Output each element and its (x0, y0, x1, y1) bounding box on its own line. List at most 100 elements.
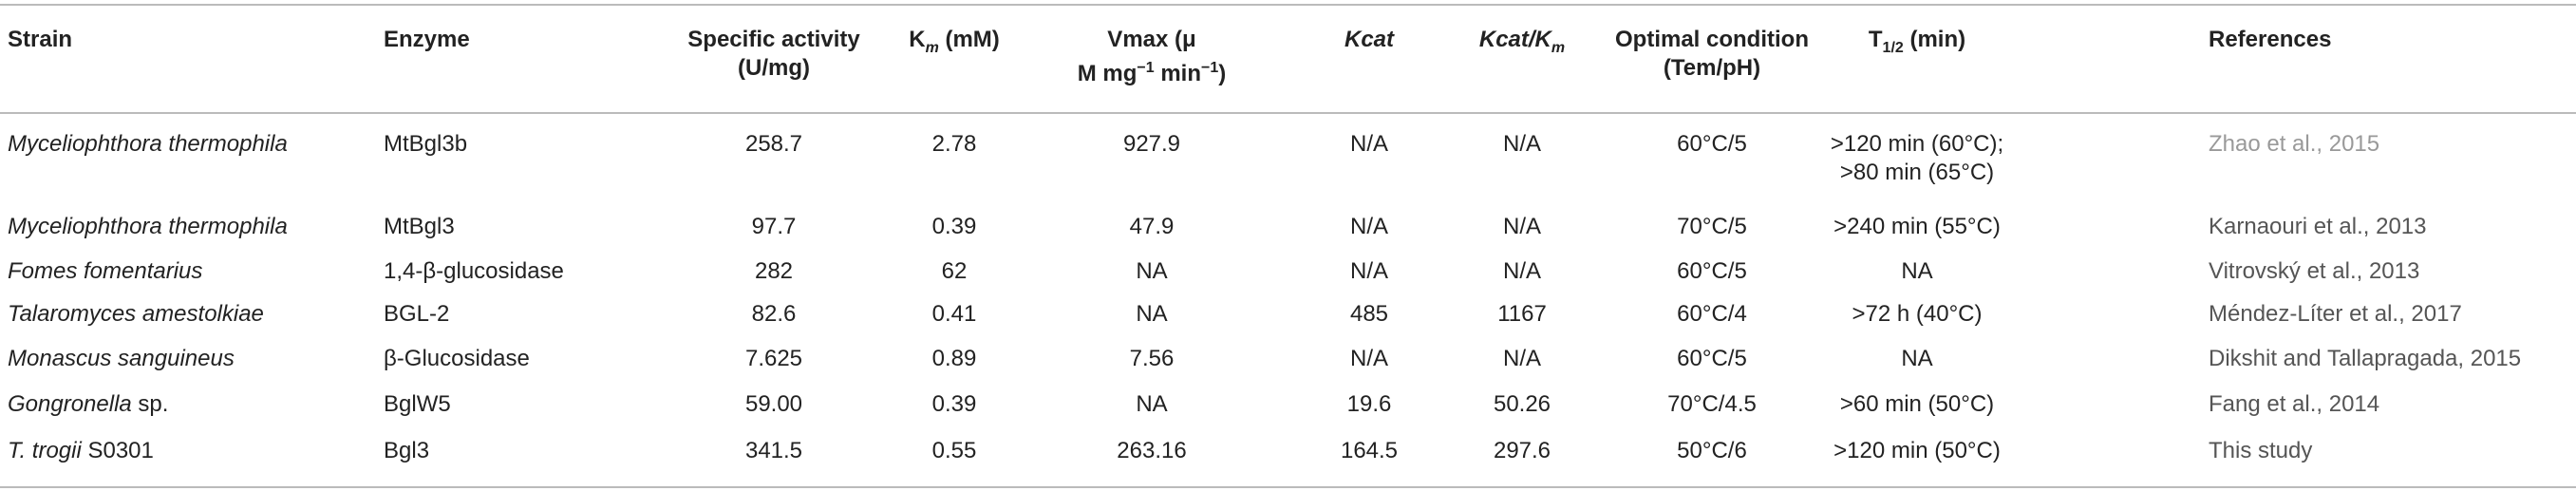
vmax-cell: 263.16 (1117, 438, 1187, 463)
header-cell: Km (mM) (909, 26, 1000, 63)
km-cell: 0.41 (931, 301, 977, 327)
header-cell: References (2209, 26, 2331, 54)
header-text: Specific activity (687, 27, 860, 52)
half-life-text: >120 min (50°C) (1833, 438, 2001, 463)
vmax-cell: 7.56 (1129, 346, 1175, 371)
strain-cell: Monascus sanguineus (8, 345, 235, 373)
strain-text: Fomes fomentarius (8, 258, 203, 284)
specific-activity-cell: 59.00 (744, 391, 803, 417)
header-text: −1 (1201, 60, 1219, 76)
strain-text: Talaromyces amestolkiae (8, 301, 264, 327)
specific-activity-cell: 258.7 (744, 131, 803, 157)
half-life-text: >120 min (60°C); (1830, 131, 2004, 157)
vmax-cell: 927.9 (1122, 131, 1181, 157)
kcat-km-cell: 1167 (1497, 301, 1547, 327)
half-life-cell: >60 min (50°C) (1840, 390, 1994, 419)
header-text: min (1154, 61, 1202, 86)
enzyme-cell: Bgl3 (384, 438, 430, 463)
header-cell: Specific activity (U/mg) (687, 26, 859, 83)
strain-text: Monascus sanguineus (8, 346, 235, 371)
optimal-cell: 70°C/5 (1677, 214, 1747, 239)
specific-activity-cell: 97.7 (751, 214, 797, 239)
half-life-text: >80 min (65°C) (1839, 160, 1995, 185)
header-text: (U/mg) (738, 55, 810, 81)
half-life-text: NA (1901, 346, 1933, 371)
specific-activity-cell: 282 (754, 258, 794, 284)
strain-cell: Myceliophthora thermophila (8, 130, 288, 159)
header-cell: Kcat/Km (1479, 26, 1565, 63)
strain-text: Myceliophthora thermophila (8, 131, 288, 157)
enzyme-cell: β-Glucosidase (384, 346, 530, 371)
kcat-km-cell: N/A (1502, 214, 1542, 239)
header-cell: Kcat (1344, 26, 1394, 54)
header-text: (Tem/pH) (1663, 55, 1761, 81)
half-life-cell: >240 min (55°C) (1833, 213, 2001, 241)
enzyme-cell: BglW5 (384, 391, 451, 417)
header-cell: Optimal condition (Tem/pH) (1615, 26, 1809, 83)
specific-activity-cell: 82.6 (751, 301, 797, 327)
vmax-cell: NA (1136, 301, 1168, 327)
kcat-km-cell: N/A (1502, 346, 1542, 371)
reference-cell: This study (2209, 438, 2313, 463)
strain-text: Gongronella (8, 391, 132, 417)
strain-cell: Talaromyces amestolkiae (8, 300, 264, 329)
kcat-km-cell: N/A (1502, 258, 1542, 284)
header-text: T (1868, 27, 1883, 52)
header-text: K (909, 27, 926, 52)
reference-cell: Vitrovský et al., 2013 (2209, 258, 2420, 284)
km-cell: 0.55 (931, 438, 977, 463)
top-rule (0, 4, 2576, 6)
header-text: Vmax (μ (1107, 27, 1196, 52)
strain-text: sp. (131, 391, 169, 417)
kcat-km-cell: 50.26 (1493, 391, 1551, 417)
optimal-cell: 50°C/6 (1677, 438, 1747, 463)
reference-cell: Karnaouri et al., 2013 (2209, 214, 2427, 239)
strain-cell: Myceliophthora thermophila (8, 213, 288, 241)
strain-cell: Fomes fomentarius (8, 257, 202, 286)
vmax-cell: NA (1136, 258, 1168, 284)
strain-cell: Gongronella sp. (8, 390, 168, 419)
half-life-text: NA (1901, 258, 1933, 284)
km-cell: 62 (941, 258, 968, 284)
header-text: M mg (1077, 61, 1138, 86)
kcat-cell: 485 (1349, 301, 1389, 327)
header-text: ) (1218, 61, 1227, 86)
header-text: m (1551, 39, 1566, 56)
header-text: (min) (1903, 27, 1966, 52)
kcat-cell: N/A (1349, 258, 1389, 284)
half-life-text: >72 h (40°C) (1852, 301, 1983, 327)
reference-cell: Dikshit and Tallapragada, 2015 (2209, 346, 2522, 371)
km-cell: 0.89 (931, 346, 977, 371)
strain-text: T. trogii (8, 438, 82, 463)
optimal-cell: 60°C/5 (1677, 131, 1747, 157)
bottom-rule (0, 486, 2576, 488)
kcat-cell: N/A (1349, 131, 1389, 157)
half-life-cell: NA (1901, 257, 1932, 286)
header-cell: Vmax (μ M mg−1 min−1) (1078, 26, 1227, 88)
half-life-cell: >120 min (60°C); >80 min (65°C) (1831, 130, 2003, 187)
reference-cell: Méndez-Líter et al., 2017 (2209, 301, 2462, 327)
header-text: −1 (1137, 60, 1155, 76)
reference-cell: Zhao et al., 2015 (2209, 131, 2380, 157)
strain-text: S0301 (81, 438, 154, 463)
header-text: Kcat/K (1478, 27, 1551, 52)
enzyme-cell: MtBgl3 (384, 214, 455, 239)
kcat-km-cell: N/A (1502, 131, 1542, 157)
header-cell: T1/2 (min) (1869, 26, 1965, 63)
specific-activity-cell: 341.5 (744, 438, 803, 463)
optimal-cell: 70°C/4.5 (1667, 391, 1757, 417)
specific-activity-cell: 7.625 (744, 346, 803, 371)
optimal-cell: 60°C/5 (1677, 346, 1747, 371)
strain-text: Myceliophthora thermophila (8, 214, 288, 239)
half-life-cell: NA (1901, 345, 1932, 373)
enzyme-cell: BGL-2 (384, 301, 450, 327)
strain-cell: T. trogii S0301 (8, 437, 154, 465)
kcat-km-cell: 297.6 (1493, 438, 1551, 463)
optimal-cell: 60°C/4 (1677, 301, 1747, 327)
header-text: Optimal condition (1615, 27, 1809, 52)
km-cell: 2.78 (931, 131, 977, 157)
header-text: m (925, 39, 939, 56)
optimal-cell: 60°C/5 (1677, 258, 1747, 284)
header-text: Strain (8, 27, 73, 52)
kcat-cell: 164.5 (1340, 438, 1399, 463)
